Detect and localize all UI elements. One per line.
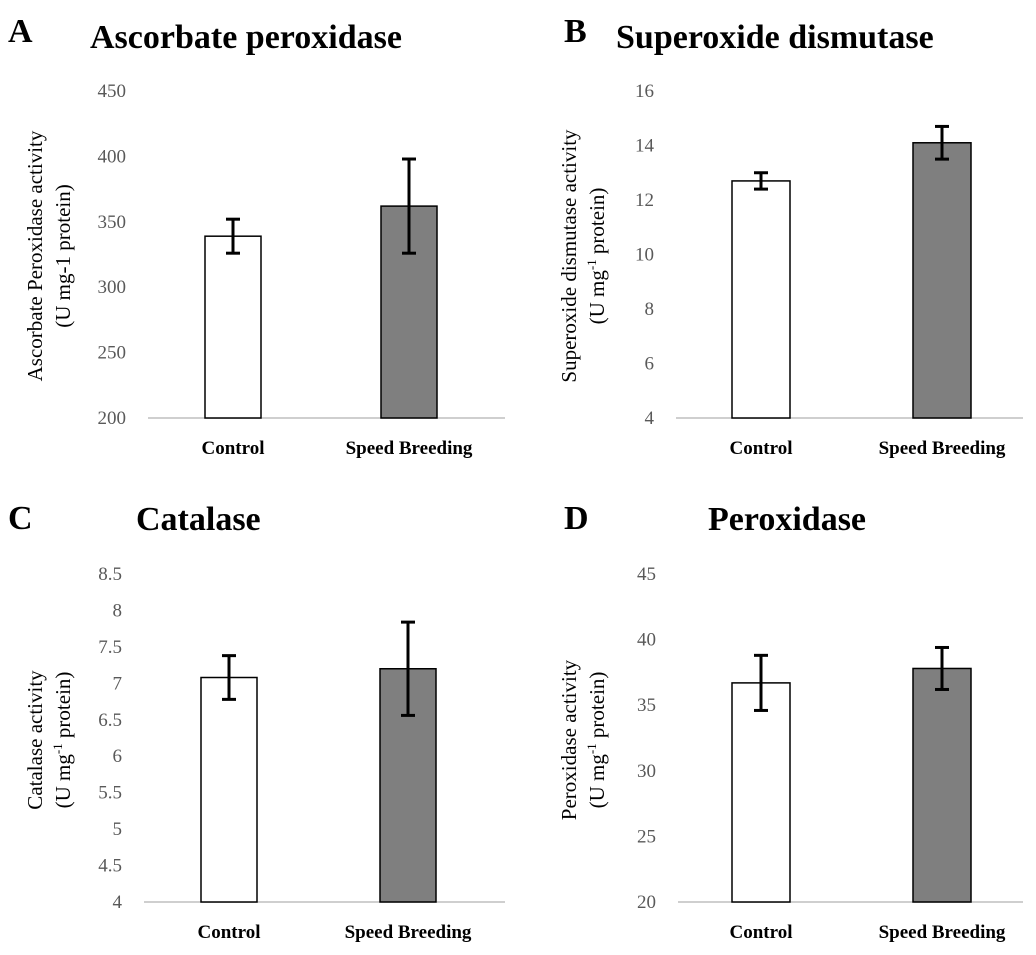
chart-title: Superoxide dismutase — [616, 19, 934, 56]
category-label: Control — [198, 922, 261, 943]
error-bar — [401, 620, 415, 717]
category-label: Speed Breeding — [345, 922, 472, 943]
chart-d: D Peroxidase 20 25 30 35 40 45 Control Speed Bree… — [557, 500, 1023, 943]
error-bar — [402, 157, 416, 255]
y-axis-unit-label: (U mg-1 protein) — [51, 184, 75, 327]
y-tick-label: 200 — [98, 408, 127, 429]
y-tick-label: 8 — [645, 299, 655, 320]
y-tick-label: 300 — [98, 277, 127, 298]
category-label: Control — [730, 438, 793, 459]
unit-text: (U mg — [51, 754, 75, 809]
y-tick-label: 8.5 — [98, 564, 122, 585]
category-label: Control — [202, 438, 265, 459]
panel-letter: D — [564, 500, 589, 537]
bar-control — [731, 682, 791, 903]
y-axis-label: Ascorbate Peroxidase activity — [23, 130, 47, 381]
chart-title: Peroxidase — [708, 501, 866, 538]
y-tick-label: 16 — [635, 81, 654, 102]
unit-text: protein) — [585, 672, 609, 744]
unit-text: protein) — [51, 672, 75, 744]
bar-speed-breeding — [912, 667, 972, 903]
y-tick-label: 8 — [113, 600, 123, 621]
y-tick-label: 12 — [635, 190, 654, 211]
y-tick-label: 30 — [637, 761, 656, 782]
panel-a: A Ascorbate peroxidase 200 250 300 350 400 450 C… — [0, 0, 518, 477]
y-axis-label: Superoxide dismutase activity — [557, 129, 581, 383]
y-tick-label: 7 — [113, 673, 123, 694]
panel-letter: C — [8, 500, 33, 537]
y-tick-label: 6 — [645, 354, 655, 375]
y-axis-unit-label: (U mg-1 protein) — [584, 672, 609, 809]
panel-c: C Catalase 4 4.5 5 5.5 6 6.5 7 7.5 8 8.5 Control Spee… — [0, 477, 518, 954]
y-tick-label: 4 — [645, 408, 655, 429]
bar-control — [731, 180, 791, 419]
y-tick-label: 20 — [637, 892, 656, 913]
category-label: Control — [730, 922, 793, 943]
panel-d: D Peroxidase 20 25 30 35 40 45 Control Speed Bree… — [518, 477, 1036, 954]
chart-a: A Ascorbate peroxidase 200 250 300 350 400 450 C… — [8, 13, 505, 459]
y-axis-label: Catalase activity — [23, 670, 47, 810]
y-tick-label: 35 — [637, 695, 656, 716]
unit-text: (U mg — [585, 270, 609, 325]
y-tick-label: 7.5 — [98, 637, 122, 658]
chart-title: Ascorbate peroxidase — [90, 19, 402, 56]
chart-title: Catalase — [136, 501, 261, 538]
error-bar — [935, 645, 949, 691]
y-tick-label: 40 — [637, 630, 656, 651]
y-tick-label: 400 — [98, 146, 127, 167]
y-tick-label: 5 — [113, 819, 123, 840]
bar-control — [204, 235, 262, 419]
unit-superscript: -1 — [584, 259, 599, 270]
y-axis-unit-label: (U mg-1 protein) — [584, 188, 609, 325]
category-label: Speed Breeding — [346, 438, 473, 459]
y-tick-label: 5.5 — [98, 783, 122, 804]
y-tick-label: 6.5 — [98, 710, 122, 731]
unit-text: protein) — [585, 188, 609, 260]
y-tick-label: 350 — [98, 212, 127, 233]
y-tick-label: 14 — [635, 136, 655, 157]
unit-superscript: -1 — [50, 743, 65, 754]
y-axis-unit-label: (U mg-1 protein) — [50, 672, 75, 809]
error-bar — [754, 171, 768, 191]
y-tick-label: 4.5 — [98, 856, 122, 877]
y-tick-label: 25 — [637, 826, 656, 847]
bar-speed-breeding — [912, 142, 972, 419]
unit-text: (U mg — [585, 754, 609, 809]
panel-letter: A — [8, 13, 33, 50]
error-bar — [935, 124, 949, 161]
y-tick-label: 10 — [635, 245, 654, 266]
error-bar — [226, 217, 240, 255]
y-tick-label: 450 — [98, 81, 127, 102]
y-tick-label: 6 — [113, 746, 123, 767]
unit-text: (U mg-1 protein) — [51, 184, 75, 327]
category-label: Speed Breeding — [879, 438, 1006, 459]
unit-superscript: -1 — [584, 743, 599, 754]
chart-c: C Catalase 4 4.5 5 5.5 6 6.5 7 7.5 8 8.5 Control Spee… — [8, 500, 505, 943]
y-tick-label: 250 — [98, 343, 127, 364]
bar-control — [200, 676, 258, 903]
error-bar — [222, 654, 236, 701]
error-bar — [754, 653, 768, 712]
y-tick-label: 45 — [637, 564, 656, 585]
panel-letter: B — [564, 13, 587, 50]
y-tick-label: 4 — [113, 892, 123, 913]
y-axis-label: Peroxidase activity — [557, 659, 581, 820]
panel-b: B Superoxide dismutase 4 6 8 10 12 14 16 Control S… — [518, 0, 1036, 477]
chart-b: B Superoxide dismutase 4 6 8 10 12 14 16 Control S… — [557, 13, 1023, 459]
category-label: Speed Breeding — [879, 922, 1006, 943]
